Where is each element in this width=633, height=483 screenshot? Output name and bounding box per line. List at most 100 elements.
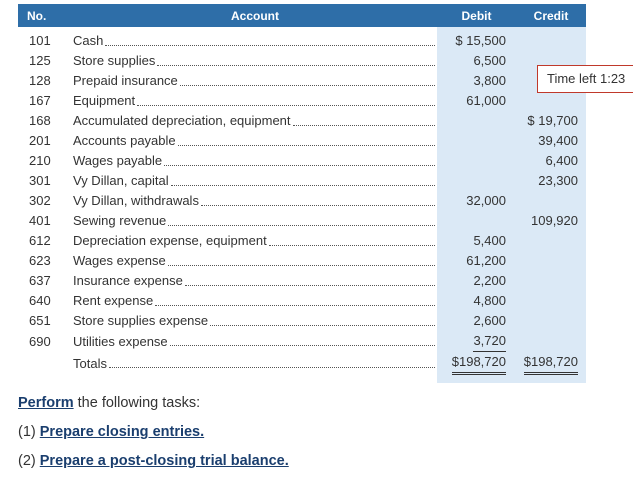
account-number: 651 bbox=[29, 313, 51, 328]
header-credit: Credit bbox=[516, 4, 586, 27]
account-name: Vy Dillan, capital bbox=[73, 173, 169, 188]
account-name-cell: Wages expense bbox=[73, 251, 437, 271]
prepare-closing-entries-link[interactable]: Prepare closing entries. bbox=[39, 424, 205, 440]
totals-label-cell: Totals bbox=[73, 352, 437, 383]
debit-cell: 4,800 bbox=[437, 291, 516, 311]
account-number: 640 bbox=[29, 293, 51, 308]
task-intro: Perform the following tasks: bbox=[18, 393, 289, 422]
time-left-indicator: Time left 1:23 bbox=[537, 65, 633, 93]
table-row: 210 Wages payable 6,400 bbox=[18, 151, 586, 171]
dot-leader bbox=[179, 83, 435, 86]
credit-cell bbox=[516, 191, 586, 211]
trial-balance-table: No. Account Debit Credit 101 Cash $ 15,500… bbox=[18, 4, 586, 383]
account-leader: Accounts payable bbox=[73, 131, 437, 151]
dot-leader bbox=[210, 323, 435, 326]
debit-cell: 2,200 bbox=[437, 271, 516, 291]
credit-cell bbox=[516, 251, 586, 271]
dot-leader bbox=[164, 163, 435, 166]
dot-leader bbox=[157, 63, 435, 66]
account-leader: Cash bbox=[73, 31, 437, 51]
debit-cell: $ 15,500 bbox=[437, 27, 516, 51]
credit-cell bbox=[516, 271, 586, 291]
table-row: 125 Store supplies 6,500 bbox=[18, 51, 586, 71]
account-leader: Equipment bbox=[73, 91, 437, 111]
account-name-cell: Depreciation expense, equipment bbox=[73, 231, 437, 251]
table-row: 637 Insurance expense 2,200 bbox=[18, 271, 586, 291]
account-name: Rent expense bbox=[73, 293, 154, 308]
account-name-cell: Rent expense bbox=[73, 291, 437, 311]
account-name: Sewing revenue bbox=[73, 213, 167, 228]
account-number: 301 bbox=[29, 173, 51, 188]
dot-leader bbox=[170, 183, 435, 186]
debit-cell bbox=[437, 211, 516, 231]
header-account: Account bbox=[73, 4, 437, 27]
account-name-cell: Utilities expense bbox=[73, 331, 437, 352]
dot-leader bbox=[168, 223, 435, 226]
account-name-cell: Store supplies expense bbox=[73, 311, 437, 331]
debit-amount: 2,200 bbox=[473, 273, 506, 288]
task-1-number: (1) bbox=[18, 424, 40, 440]
dot-leader bbox=[292, 123, 435, 126]
debit-cell: 61,200 bbox=[437, 251, 516, 271]
debit-amount: 3,800 bbox=[473, 73, 506, 88]
account-name: Accumulated depreciation, equipment bbox=[73, 113, 291, 128]
account-name-cell: Store supplies bbox=[73, 51, 437, 71]
account-leader: Accumulated depreciation, equipment bbox=[73, 111, 437, 131]
totals-credit-cell: $198,720 bbox=[516, 352, 586, 383]
account-name: Prepaid insurance bbox=[73, 73, 178, 88]
account-number: 623 bbox=[29, 253, 51, 268]
account-leader: Sewing revenue bbox=[73, 211, 437, 231]
account-name-cell: Sewing revenue bbox=[73, 211, 437, 231]
dot-leader bbox=[155, 303, 435, 306]
table-row: 168 Accumulated depreciation, equipment $ … bbox=[18, 111, 586, 131]
debit-cell bbox=[437, 111, 516, 131]
table-row: 401 Sewing revenue 109,920 bbox=[18, 211, 586, 231]
debit-amount: $ 15,500 bbox=[455, 33, 506, 48]
account-name-cell: Equipment bbox=[73, 91, 437, 111]
dot-leader bbox=[105, 43, 435, 46]
task-2-number: (2) bbox=[18, 453, 40, 469]
debit-cell: 2,600 bbox=[437, 311, 516, 331]
debit-amount: 32,000 bbox=[466, 193, 506, 208]
debit-cell: 3,720 bbox=[437, 331, 516, 352]
account-leader: Vy Dillan, withdrawals bbox=[73, 191, 437, 211]
account-number: 210 bbox=[29, 153, 51, 168]
account-name-cell: Insurance expense bbox=[73, 271, 437, 291]
debit-cell: 3,800 bbox=[437, 71, 516, 91]
debit-cell bbox=[437, 171, 516, 191]
totals-debit-cell: $198,720 bbox=[437, 352, 516, 383]
debit-amount: 61,200 bbox=[466, 253, 506, 268]
credit-amount: 6,400 bbox=[545, 153, 578, 168]
dot-leader bbox=[177, 143, 435, 146]
task-2: (2) Prepare a post-closing trial balance… bbox=[18, 451, 289, 480]
prepare-post-closing-trial-balance-link[interactable]: Prepare a post-closing trial balance. bbox=[39, 453, 289, 469]
credit-cell: 39,400 bbox=[516, 131, 586, 151]
totals-label: Totals bbox=[73, 355, 107, 371]
account-leader: Store supplies bbox=[73, 51, 437, 71]
perform-link[interactable]: Perform bbox=[18, 395, 74, 411]
account-name-cell: Wages payable bbox=[73, 151, 437, 171]
account-name: Store supplies bbox=[73, 53, 156, 68]
account-number: 302 bbox=[29, 193, 51, 208]
debit-cell: 61,000 bbox=[437, 91, 516, 111]
account-name: Depreciation expense, equipment bbox=[73, 233, 267, 248]
dot-leader bbox=[268, 243, 435, 246]
dot-leader bbox=[200, 203, 435, 206]
credit-cell bbox=[516, 231, 586, 251]
account-leader: Store supplies expense bbox=[73, 311, 437, 331]
dot-leader bbox=[169, 343, 435, 346]
debit-amount: 6,500 bbox=[473, 53, 506, 68]
account-number: 401 bbox=[29, 213, 51, 228]
debit-cell: 6,500 bbox=[437, 51, 516, 71]
dot-leader bbox=[108, 365, 435, 368]
credit-amount: 39,400 bbox=[538, 133, 578, 148]
dot-leader bbox=[167, 263, 435, 266]
totals-credit: $198,720 bbox=[523, 352, 578, 375]
table-row: 690 Utilities expense 3,720 bbox=[18, 331, 586, 352]
table-row: 623 Wages expense 61,200 bbox=[18, 251, 586, 271]
account-name: Store supplies expense bbox=[73, 313, 209, 328]
account-number: 201 bbox=[29, 133, 51, 148]
debit-cell bbox=[437, 151, 516, 171]
credit-cell bbox=[516, 331, 586, 352]
credit-cell: 6,400 bbox=[516, 151, 586, 171]
